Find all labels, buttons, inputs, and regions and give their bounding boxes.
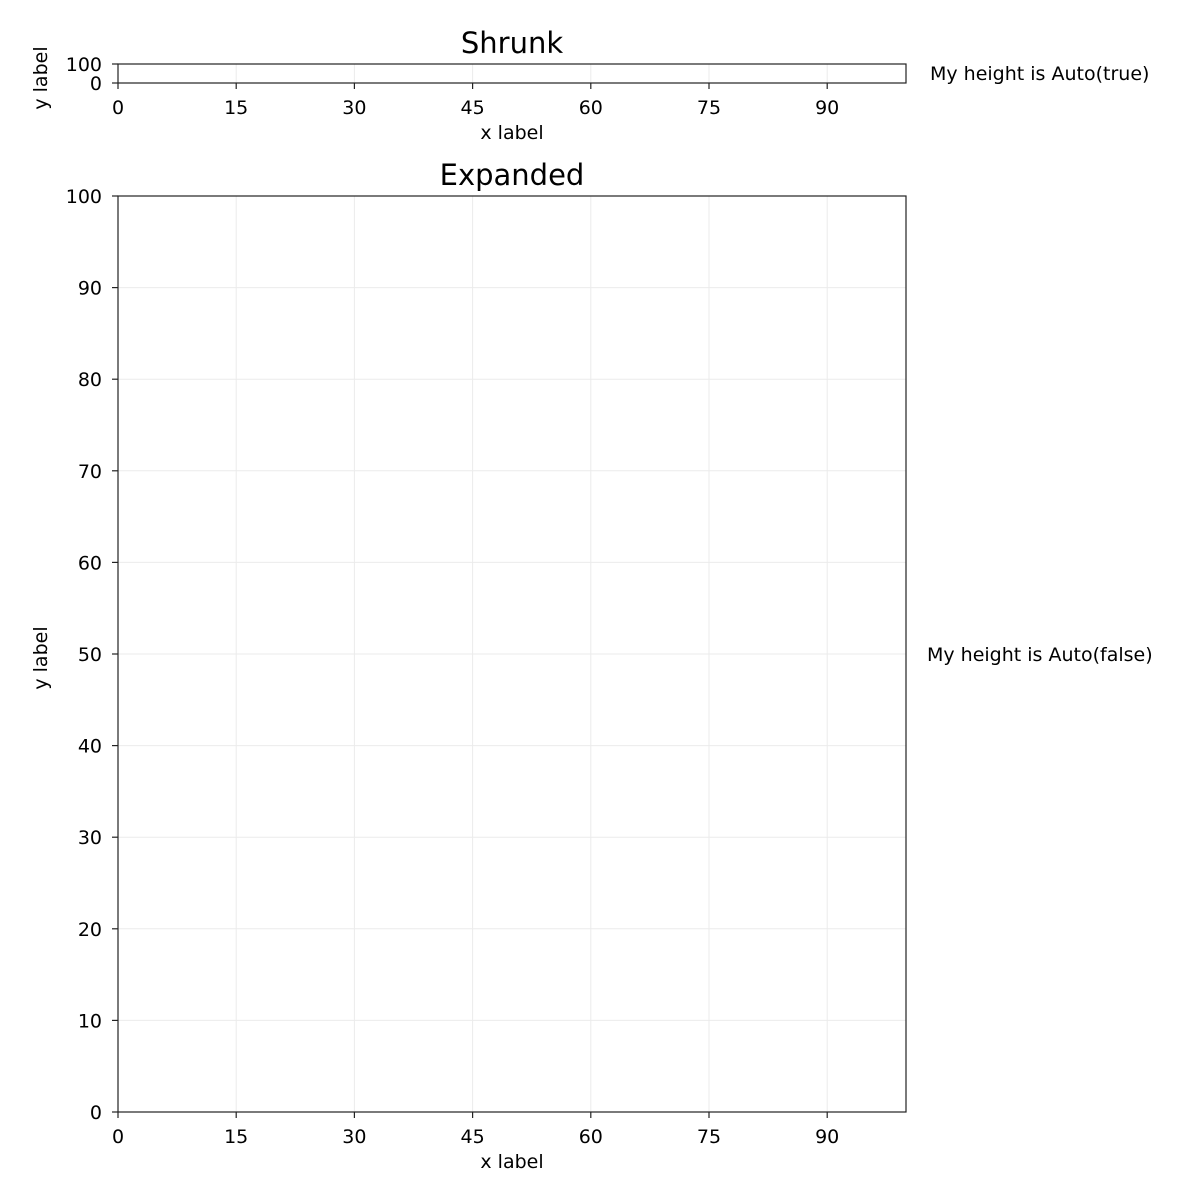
expanded-side-label: My height is Auto(false): [927, 644, 1153, 666]
y-tick-label: 50: [78, 644, 102, 666]
y-tick-label: 80: [78, 369, 102, 391]
x-axis-label: x label: [480, 1151, 543, 1173]
y-tick-label: 0: [90, 73, 102, 95]
plot-frame: [117, 63, 907, 84]
x-tick-label: 75: [697, 1126, 721, 1148]
x-tick-label: 90: [815, 97, 839, 119]
x-tick-label: 0: [112, 97, 124, 119]
shrunk-chart-title: Shrunk: [461, 26, 563, 60]
x-tick-label: 30: [342, 1126, 366, 1148]
x-axis-label: x label: [480, 122, 543, 144]
y-tick-label: 100: [66, 54, 102, 76]
y-tick-label: 40: [78, 736, 102, 758]
expanded-chart-title: Expanded: [440, 158, 585, 192]
x-tick-label: 75: [697, 97, 721, 119]
x-tick-label: 60: [579, 1126, 603, 1148]
shrunk-side-label: My height is Auto(true): [930, 63, 1149, 85]
y-tick-label: 100: [66, 186, 102, 208]
x-tick-label: 15: [224, 97, 248, 119]
x-tick-label: 90: [815, 1126, 839, 1148]
y-tick-label: 0: [90, 1102, 102, 1124]
y-tick-label: 70: [78, 461, 102, 483]
y-axis-label: y label: [30, 626, 52, 689]
x-tick-label: 45: [461, 1126, 485, 1148]
y-tick-label: 60: [78, 552, 102, 574]
expanded-axis: 0 15 30 45 60 75 90 0 10 20 30 40 50 60 70 80 90 100 Expan…: [30, 158, 1153, 1173]
x-tick-label: 45: [461, 97, 485, 119]
x-tick-label: 15: [224, 1126, 248, 1148]
x-tick-label: 30: [342, 97, 366, 119]
x-tick-label: 0: [112, 1126, 124, 1148]
y-axis-label: y label: [30, 46, 52, 109]
y-tick-label: 20: [78, 919, 102, 941]
y-tick-label: 10: [78, 1010, 102, 1032]
y-tick-label: 30: [78, 827, 102, 849]
x-tick-label: 60: [579, 97, 603, 119]
y-tick-label: 90: [78, 278, 102, 300]
